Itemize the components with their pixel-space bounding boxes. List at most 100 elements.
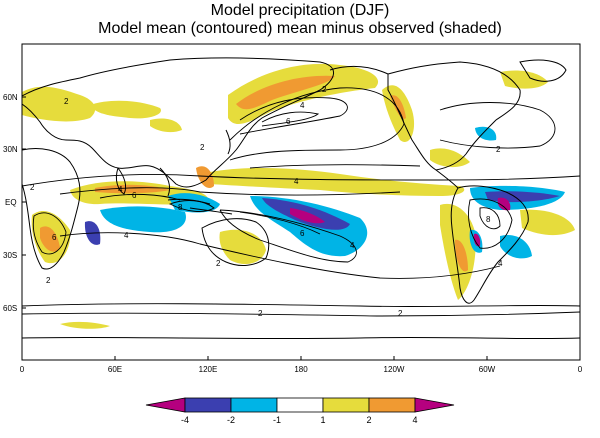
lat-tick-label: 60S: [3, 304, 17, 313]
shade-pos-north-atlantic: [22, 86, 96, 122]
contour-8-maritime: [168, 200, 215, 212]
contour-4-north-pacific: [239, 97, 348, 135]
contour-label: 6: [52, 233, 57, 242]
color-legend: [145, 397, 455, 413]
anomaly-shading: [22, 63, 575, 329]
contour-label: 8: [486, 215, 491, 224]
legend-swatch-neutral: [276, 397, 324, 413]
contour-label: 2: [64, 97, 69, 106]
contour-label: 4: [498, 259, 503, 268]
shade-mod-pacific-itcz: [196, 166, 214, 188]
contour-2-south: [59, 232, 501, 279]
contour-label: 2: [322, 85, 327, 94]
shade-strong-neg-spcz: [290, 208, 325, 224]
legend-label: -4: [181, 415, 189, 425]
shade-pos-europe: [90, 100, 161, 119]
coast-north-america: [387, 61, 521, 171]
shade-pos-south-atlantic: [520, 209, 575, 236]
contour-label: 4: [350, 241, 355, 250]
contour-label: 2: [398, 309, 403, 318]
lon-tick-label: 0: [578, 365, 583, 374]
contour-4-itcz: [59, 187, 401, 196]
lon-tick-label: 0: [20, 365, 25, 374]
mean-contours: [22, 87, 580, 317]
legend-swatch-weak-pos: [322, 397, 370, 413]
legend-label: -1: [273, 415, 281, 425]
legend-label: 1: [320, 415, 325, 425]
shade-pos-north-atlantic-west: [500, 70, 548, 89]
lon-tick-label: 60W: [479, 365, 496, 374]
contour-label: 4: [118, 185, 123, 194]
coast-central-america: [435, 169, 459, 189]
shade-mod-south-america: [455, 239, 468, 272]
legend-label: 4: [412, 415, 417, 425]
contour-6-spcz: [239, 211, 321, 235]
legend-swatch-strong-pos: [414, 397, 455, 413]
lon-tick-label: 60E: [108, 365, 122, 374]
coast-alaska: [329, 66, 389, 75]
coast-greenland: [519, 59, 567, 82]
contour-6-south-america: [479, 207, 501, 230]
map-title: Model precipitation (DJF): [210, 2, 390, 19]
coast-indochina: [159, 167, 171, 197]
coast-indonesia: [167, 198, 233, 215]
shade-pos-central-asia: [150, 118, 182, 133]
contour-2-southern-ocean-b: [22, 311, 580, 317]
lat-tick-label: 30S: [3, 251, 17, 260]
contour-label: 4: [300, 101, 305, 110]
coast-japan: [225, 129, 231, 155]
contour-label: 2: [46, 276, 51, 285]
lon-tick-label: 120W: [384, 365, 405, 374]
contour-label: 6: [132, 191, 137, 200]
lon-tick-label: 180: [294, 365, 308, 374]
coast-south-america: [450, 185, 529, 304]
shade-pos-gulf: [430, 148, 470, 168]
shade-pos-north-pacific: [228, 63, 379, 125]
contour-2-itcz: [22, 174, 580, 187]
coast-antarctica: [22, 336, 580, 340]
legend-swatch-weak-neg: [230, 397, 278, 413]
contour-label: 4: [124, 231, 129, 240]
contour-2-pacific-subtropical: [249, 164, 421, 169]
contour-6-north-pacific: [261, 111, 320, 127]
contour-labels: 2 4 6 2 2 2 4 6 8 4 6 4 4 6 2 8 2 2 2 2 …: [30, 85, 503, 318]
contour-2-southern-ocean-a: [22, 303, 580, 308]
contour-label: 2: [496, 145, 501, 154]
lat-tick-marks: [22, 96, 26, 309]
coast-australia: [201, 218, 270, 266]
shade-pos-southern-ocean: [60, 321, 110, 329]
lat-tick-label: EQ: [5, 198, 17, 207]
shade-pos-australia: [219, 229, 266, 265]
lat-tick-label: 60N: [3, 93, 18, 102]
coast-africa: [22, 148, 81, 270]
contour-label: 8: [178, 203, 183, 212]
shade-neg-indian-ocean: [100, 206, 186, 233]
legend-swatch-strong-neg: [145, 397, 186, 413]
contour-label: 4: [294, 177, 299, 186]
shade-pos-pacific-itcz: [210, 167, 465, 196]
contour-2-north-atlantic: [439, 102, 556, 149]
contour-4-south-america: [468, 198, 513, 249]
contour-label: 6: [300, 229, 305, 238]
contour-label: 6: [286, 117, 291, 126]
shade-strong-neg-amazon: [497, 197, 511, 211]
contour-label: 2: [200, 143, 205, 152]
shade-strong-neg-south-america: [473, 233, 481, 247]
legend-label: 2: [366, 415, 371, 425]
coast-europe-asia: [22, 57, 334, 188]
shade-mod-africa: [40, 226, 60, 252]
shade-mod-north-pacific: [236, 75, 335, 110]
contour-4-africa: [32, 212, 67, 255]
shade-mod-indian-ocean: [95, 184, 170, 194]
contour-4-spcz: [219, 209, 357, 263]
lon-tick-marks: [114, 356, 488, 360]
legend-label: -2: [227, 415, 235, 425]
contour-label: 2: [30, 183, 35, 192]
legend-swatch-mod-pos: [368, 397, 416, 413]
contour-label: 2: [216, 259, 221, 268]
legend-swatch-mod-neg: [184, 397, 232, 413]
lon-tick-label: 120E: [199, 365, 218, 374]
contour-label: 2: [258, 309, 263, 318]
contour-6-indian: [99, 193, 181, 201]
